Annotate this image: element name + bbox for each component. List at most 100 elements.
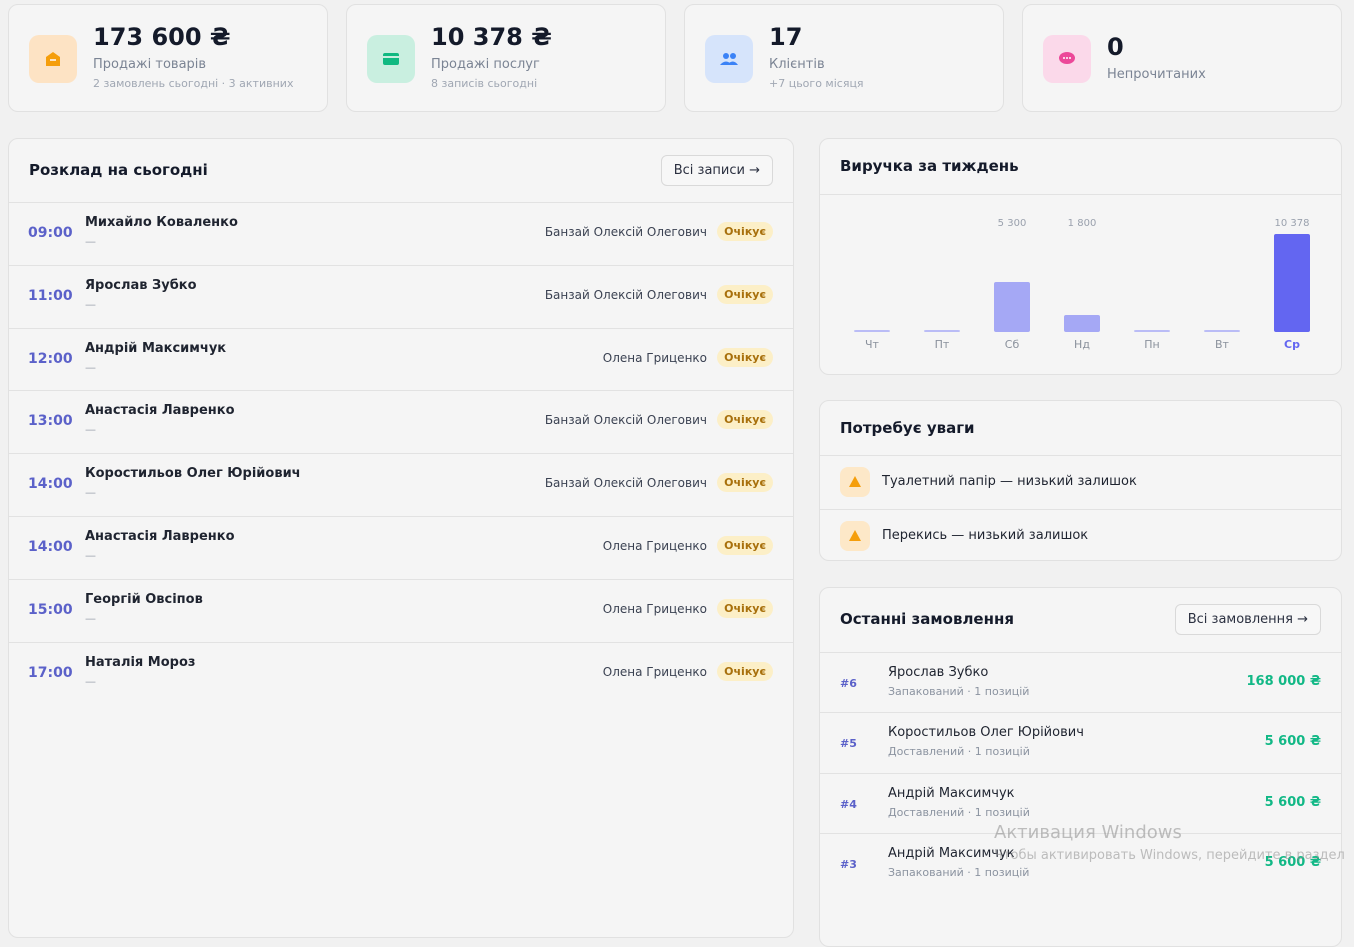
master-name: Банзай Олексій Олегович (544, 476, 707, 491)
client-name: Андрій Максимчук (85, 340, 227, 356)
all-appointments-button[interactable]: Всі записи → (660, 155, 773, 186)
status-badge: Очікує (717, 661, 773, 681)
stat-label: Продажі товарів (93, 57, 207, 72)
appointment-note: — (85, 549, 96, 562)
status-badge: Очікує (717, 536, 773, 555)
master-name: Олена Гриценко (602, 350, 707, 365)
stat-value: 0 (1107, 33, 1124, 61)
order-row: #3 Андрій Максимчук Запакований · 1 позиці… (820, 832, 1341, 894)
client-name: Ярослав Зубко (85, 277, 197, 293)
master-name: Олена Гриценко (602, 539, 707, 553)
panel-title: Потребує уваги (840, 419, 975, 437)
appointment-note: — (85, 423, 96, 437)
order-amount: 5 600 ₴ (1264, 794, 1321, 810)
stat-card: 0 Непрочитаних (1022, 4, 1342, 112)
order-row: #6 Ярослав Зубко Запакований · 1 позицій 16… (820, 652, 1341, 713)
bar (1274, 234, 1310, 332)
order-client: Андрій Максимчук (888, 845, 1015, 861)
order-client: Коростильов Олег Юрійович (888, 725, 1084, 741)
appointment-note: — (85, 360, 96, 374)
appointment-time: 14:00 (28, 476, 73, 493)
stat-value: 10 378 ₴ (431, 23, 552, 51)
watermark-text: Чтобы активировать Windows, перейдите в … (994, 848, 1345, 863)
appointment-note: — (85, 297, 96, 311)
appointment-note: — (85, 674, 96, 688)
appointment-time: 12:00 (28, 350, 73, 367)
schedule-row: 12:00 Андрій Максимчук — Олена Гриценко Очік… (9, 327, 793, 391)
status-badge: Очікує (717, 473, 773, 493)
client-name: Анастасія Лавренко (85, 529, 235, 544)
stat-value: 17 (769, 23, 803, 51)
stat-card: 173 600 ₴ Продажі товарів 2 замовлень сь… (8, 4, 328, 112)
schedule-row: 15:00 Георгій Овсіпов — Олена Гриценко Очіку… (9, 578, 793, 642)
client-name: Георгій Овсіпов (85, 591, 203, 607)
stat-card: 10 378 ₴ Продажі послуг 8 записів сьогод… (346, 4, 666, 112)
order-id: #6 (840, 677, 857, 690)
bar (994, 281, 1030, 332)
schedule-row: 14:00 Коростильов Олег Юрійович — Банзай Ол… (9, 453, 793, 516)
master-name: Банзай Олексій Олегович (544, 225, 707, 239)
panel-title: Розклад на сьогодні (29, 161, 208, 179)
status-badge: Очікує (717, 347, 773, 367)
revenue-panel: Виручка за тиждень Чт Пт 5 300 Сб 1 800 Нд Пн В… (819, 138, 1342, 375)
stat-icon (1043, 35, 1091, 83)
stat-label: Непрочитаних (1107, 67, 1206, 82)
order-meta: Доставлений · 1 позицій (888, 805, 1030, 819)
stat-icon (29, 35, 77, 83)
status-badge: Очікує (717, 222, 773, 241)
stat-card: 17 Клієнтів +7 цього місяця (684, 4, 1004, 112)
order-id: #5 (840, 737, 857, 751)
master-name: Банзай Олексій Олегович (544, 287, 707, 302)
stat-sub: 2 замовлень сьогодні · 3 активних (93, 77, 294, 90)
master-name: Банзай Олексій Олегович (544, 413, 707, 428)
category-label: Вт (1215, 338, 1230, 351)
schedule-row: 09:00 Михайло Коваленко — Банзай Олексій Ол… (9, 202, 793, 265)
panel-title: Останні замовлення (840, 610, 1014, 628)
panel-title: Виручка за тиждень (840, 157, 1019, 175)
attention-panel: Потребує уваги Туалетний папір — низький… (819, 400, 1342, 561)
order-id: #4 (840, 797, 857, 811)
appointment-time: 13:00 (28, 413, 73, 430)
value-label: 1 800 (1068, 218, 1097, 229)
stat-sub: +7 цього місяця (769, 77, 864, 90)
order-amount: 5 600 ₴ (1264, 854, 1321, 870)
divider (820, 509, 1341, 510)
attention-item: Перекись — низький залишок (882, 528, 1089, 543)
appointment-time: 09:00 (28, 225, 73, 241)
category-label: Ср (1284, 338, 1300, 351)
order-client: Андрій Максимчук (888, 785, 1015, 801)
icon (720, 53, 738, 65)
appointment-note: — (85, 235, 96, 248)
stat-value: 173 600 ₴ (93, 23, 231, 51)
icon (1059, 52, 1075, 64)
bar (1134, 330, 1170, 332)
divider (820, 455, 1341, 456)
stat-sub: 8 записів сьогодні (431, 77, 538, 90)
revenue-chart: Чт Пт 5 300 Сб 1 800 Нд Пн Вт 10 378 Ср (854, 218, 1310, 351)
master-name: Олена Гриценко (602, 601, 707, 616)
appointment-note: — (85, 611, 96, 625)
icon (46, 52, 60, 66)
category-label: Сб (1005, 338, 1020, 351)
icon (383, 53, 399, 65)
attention-item: Туалетний папір — низький залишок (882, 474, 1137, 489)
appointment-time: 17:00 (28, 664, 73, 681)
appointment-time: 15:00 (28, 601, 73, 618)
page: {"stats":[ {"value":"173 600 ₴","label":… (8, 4, 1345, 947)
schedule-row: 11:00 Ярослав Зубко — Банзай Олексій Олегов… (9, 264, 793, 328)
watermark-title: Активация Windows (994, 822, 1182, 843)
bar (1064, 315, 1100, 332)
value-label: 10 378 (1275, 218, 1310, 229)
order-meta: Запакований · 1 позицій (888, 685, 1030, 698)
warning-icon (840, 467, 870, 497)
icon (849, 476, 861, 487)
status-badge: Очікує (717, 598, 773, 618)
category-label: Чт (865, 338, 880, 351)
client-name: Наталія Мороз (85, 654, 196, 670)
all-orders-button[interactable]: Всі замовлення → (1174, 604, 1321, 635)
bar (1204, 330, 1240, 332)
stat-label: Клієнтів (769, 57, 825, 72)
category-label: Нд (1074, 338, 1090, 351)
stat-icon (705, 35, 753, 83)
bar (854, 330, 890, 332)
